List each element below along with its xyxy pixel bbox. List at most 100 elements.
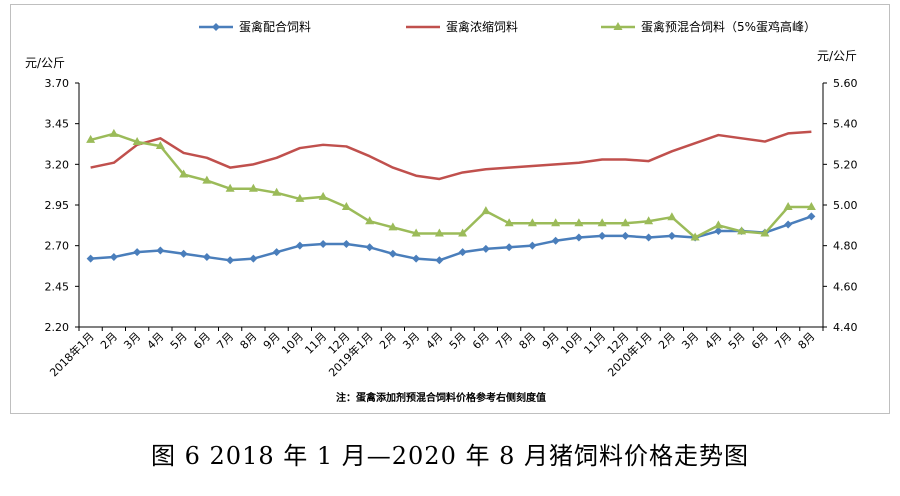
series-0-point [644, 233, 653, 242]
series-2-point [760, 228, 770, 237]
legend-label-2: 蛋禽预混合饲料（5%蛋鸡高峰） [641, 19, 816, 34]
left-axis-unit: 元/公斤 [25, 56, 65, 70]
x-tick-label: 4月 [145, 330, 167, 352]
x-tick-label: 8月 [517, 330, 539, 352]
legend-marker-2 [613, 22, 623, 30]
series-0-point [714, 227, 723, 236]
x-tick-label: 8月 [238, 330, 260, 352]
series-2-point [318, 191, 328, 200]
series-2-point [202, 175, 212, 184]
series-line-2 [90, 132, 812, 239]
series-2-point [551, 218, 561, 227]
series-2-point [86, 134, 96, 143]
series-2-point [481, 206, 491, 215]
series-2-point [644, 216, 654, 225]
series-2-point [132, 136, 142, 145]
series-2-point [783, 202, 793, 211]
right-tick-label: 4.40 [833, 321, 858, 334]
x-tick-label: 6月 [749, 330, 771, 352]
series-2-point [434, 228, 444, 237]
series-0-point [156, 246, 165, 255]
x-tick-label: 8月 [796, 330, 818, 352]
legend-marker-0 [212, 23, 220, 31]
series-0-point [226, 256, 235, 265]
legend-label-0: 蛋禽配合饲料 [239, 19, 311, 34]
series-0-point [272, 248, 281, 257]
right-axis-unit: 元/公斤 [817, 49, 857, 63]
left-tick-label: 3.70 [45, 77, 70, 90]
right-axis-ticks: 4.40 4.60 4.80 5.00 5.20 5.40 5.60 [823, 77, 858, 334]
series-2-point [248, 183, 258, 192]
x-tick-label: 6月 [470, 330, 492, 352]
figure-caption: 图 6 2018 年 1 月—2020 年 8 月猪饲料价格走势图 [151, 442, 749, 470]
series-0-point [574, 233, 583, 242]
x-tick-label: 5月 [447, 330, 469, 352]
chart-frame: 蛋禽配合饲料 蛋禽浓缩饲料 蛋禽预混合饲料（5%蛋鸡高峰） 元/公斤 元/公斤 2.… [10, 4, 890, 414]
series-2-point [527, 218, 537, 227]
series-0-point [528, 241, 537, 250]
x-tick-label: 2018年1月 [47, 329, 97, 379]
left-tick-label: 2.20 [45, 321, 70, 334]
x-tick-label: 2月 [98, 330, 120, 352]
right-tick-label: 4.60 [833, 280, 858, 293]
series-0-point [784, 220, 793, 229]
left-axis-ticks: 2.20 2.45 2.70 2.95 3.20 3.45 3.70 [45, 77, 79, 334]
series-0-point [505, 243, 514, 252]
series-0-point [551, 236, 560, 245]
series-2-point [806, 202, 816, 211]
series-0-point [458, 248, 467, 257]
series-2-point [155, 141, 165, 150]
series-0-point [667, 231, 676, 240]
x-tick-label: 3月 [121, 330, 143, 352]
series-0-point [86, 254, 95, 263]
x-tick-label: 7月 [493, 330, 515, 352]
series-0-point [435, 256, 444, 265]
chart-note: 注：蛋禽添加剂预混合饲料价格参考右侧刻度值 [336, 391, 546, 404]
series-0-point [412, 254, 421, 263]
x-tick-label: 2月 [656, 330, 678, 352]
series-2-point [690, 232, 700, 241]
series-2-point [713, 220, 723, 229]
series-2-point [737, 226, 747, 235]
legend: 蛋禽配合饲料 蛋禽浓缩饲料 蛋禽预混合饲料（5%蛋鸡高峰） [199, 19, 816, 34]
series-group [86, 128, 816, 265]
series-2-point [365, 216, 375, 225]
series-2-point [411, 228, 421, 237]
x-tick-label: 3月 [400, 330, 422, 352]
series-0-point [133, 248, 142, 257]
x-tick-label: 10月 [279, 330, 306, 357]
x-tick-label: 5月 [168, 330, 190, 352]
x-tick-label: 5月 [726, 330, 748, 352]
series-0-point [807, 212, 816, 221]
right-tick-label: 5.20 [833, 158, 858, 171]
x-tick-label: 11月 [302, 330, 329, 357]
right-tick-label: 5.40 [833, 118, 858, 131]
series-2-point [109, 128, 119, 137]
series-0-point [109, 253, 118, 262]
series-2-point [597, 218, 607, 227]
left-tick-label: 3.45 [45, 118, 70, 131]
series-0-point [481, 244, 490, 253]
series-2-point [179, 169, 189, 178]
right-tick-label: 5.00 [833, 199, 858, 212]
line-chart: 蛋禽配合饲料 蛋禽浓缩饲料 蛋禽预混合饲料（5%蛋鸡高峰） 元/公斤 元/公斤 2.… [25, 19, 858, 404]
series-0-point [249, 254, 258, 263]
left-tick-label: 2.70 [45, 240, 70, 253]
left-tick-label: 2.45 [45, 280, 70, 293]
series-0-point [598, 231, 607, 240]
series-2-point [295, 193, 305, 202]
x-tick-label: 11月 [581, 330, 608, 357]
x-tick-label: 7月 [772, 330, 794, 352]
series-2-point [341, 202, 351, 211]
x-tick-label: 7月 [214, 330, 236, 352]
axes [78, 83, 824, 328]
series-0-point [295, 241, 304, 250]
series-2-point [574, 218, 584, 227]
series-2-point [504, 218, 514, 227]
series-2-point [225, 183, 235, 192]
x-tick-label: 4月 [703, 330, 725, 352]
legend-label-1: 蛋禽浓缩饲料 [446, 19, 518, 34]
series-0-point [365, 243, 374, 252]
right-tick-label: 4.80 [833, 240, 858, 253]
